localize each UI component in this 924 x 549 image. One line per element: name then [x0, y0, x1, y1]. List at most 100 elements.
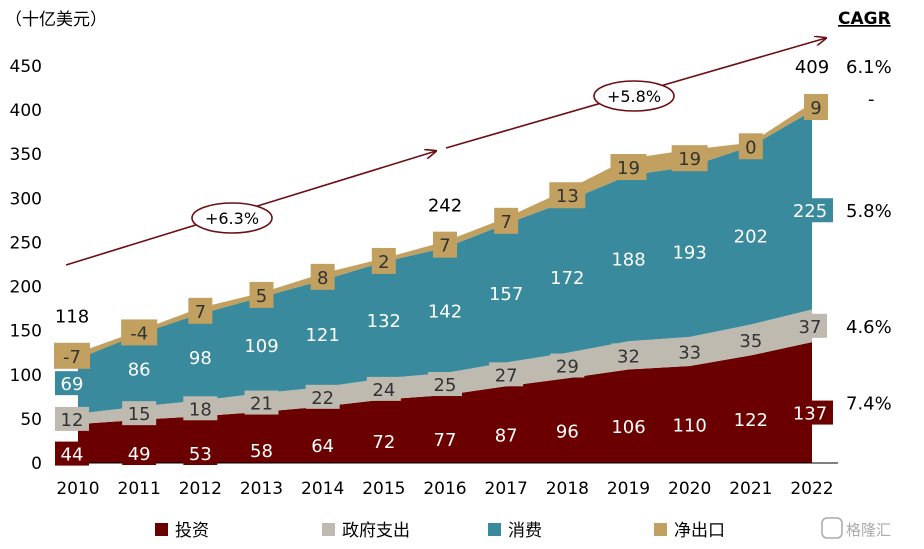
svg-text:25: 25: [434, 375, 457, 396]
svg-text:142: 142: [428, 301, 462, 322]
data-label-government: 12: [55, 406, 89, 431]
data-label-investment: 106: [605, 414, 652, 439]
legend-item-net-exports: 净出口: [654, 521, 725, 541]
data-label-net-exports: 5: [249, 281, 274, 308]
svg-text:9: 9: [810, 98, 821, 119]
svg-text:69: 69: [61, 374, 84, 395]
growth-annotations: +6.3% +5.8%: [65, 38, 826, 266]
y-tick-label: 300: [10, 189, 42, 209]
data-label-net-exports: 13: [549, 182, 586, 209]
svg-text:193: 193: [672, 243, 706, 264]
data-label-investment: 53: [183, 441, 218, 465]
data-label-net-exports: 8: [310, 263, 335, 290]
data-label-government: 18: [183, 396, 218, 421]
svg-text:110: 110: [672, 415, 706, 436]
data-label-investment: 77: [428, 427, 462, 452]
watermark-logo-icon: [821, 517, 843, 539]
svg-text:44: 44: [61, 445, 84, 466]
data-label-net-exports: -4: [121, 319, 158, 346]
y-tick-label: 200: [10, 278, 42, 298]
data-label-net-exports: 7: [433, 231, 457, 258]
cagr-consumption: 5.8%: [846, 201, 892, 222]
svg-text:32: 32: [617, 346, 640, 367]
svg-text:22: 22: [311, 388, 334, 409]
svg-text:投资: 投资: [175, 521, 209, 541]
watermark: 格隆汇: [821, 517, 891, 539]
svg-text:106: 106: [611, 417, 645, 438]
data-label-government: 37: [793, 313, 827, 338]
data-label-investment: 96: [550, 418, 585, 443]
svg-text:12: 12: [61, 410, 84, 431]
svg-text:15: 15: [128, 404, 151, 425]
x-tick-label: 2021: [729, 479, 772, 499]
x-tick-label: 2011: [118, 479, 161, 499]
svg-text:19: 19: [678, 149, 701, 170]
svg-text:消费: 消费: [508, 521, 542, 541]
data-label-net-exports: 9: [804, 94, 828, 121]
cagr-header: CAGR: [838, 9, 891, 29]
data-label-net-exports: 19: [610, 154, 647, 181]
svg-text:8: 8: [317, 268, 328, 289]
x-tick-label: 2018: [546, 479, 589, 499]
y-tick-label: 0: [31, 454, 42, 474]
data-label-consumption: 225: [787, 198, 833, 223]
cagr-investment: 7.4%: [846, 394, 892, 415]
data-label-investment: 58: [244, 437, 279, 462]
x-tick-label: 2014: [301, 479, 344, 499]
cagr-government: 4.6%: [846, 317, 892, 338]
data-label-government: 22: [305, 384, 340, 409]
data-label-consumption: 172: [544, 264, 591, 289]
legend-item-consumption: 消费: [488, 521, 542, 541]
svg-text:86: 86: [128, 360, 151, 381]
data-label-investment: 137: [787, 400, 833, 425]
growth-annotation: +5.8%: [593, 80, 675, 112]
x-tick-label: 2012: [179, 479, 222, 499]
x-tick-label: 2019: [607, 479, 650, 499]
data-label-net-exports: 2: [371, 247, 396, 274]
svg-text:+5.8%: +5.8%: [607, 87, 661, 106]
y-tick-label: 50: [20, 410, 42, 430]
svg-text:96: 96: [556, 422, 579, 443]
svg-text:29: 29: [556, 357, 579, 378]
svg-text:122: 122: [734, 410, 768, 431]
data-label-net-exports: 0: [738, 133, 763, 160]
svg-text:27: 27: [495, 365, 518, 386]
data-label-investment: 44: [55, 441, 89, 466]
data-label-consumption: 69: [55, 371, 89, 396]
watermark-text: 格隆汇: [846, 521, 891, 539]
svg-text:58: 58: [250, 441, 273, 462]
data-label-government: 32: [611, 343, 646, 368]
svg-text:净出口: 净出口: [674, 521, 725, 541]
total-label: 242: [428, 196, 462, 217]
svg-text:53: 53: [189, 444, 212, 465]
x-tick-label: 2010: [56, 479, 99, 499]
svg-text:7: 7: [195, 302, 206, 323]
svg-text:0: 0: [745, 137, 756, 158]
x-axis-labels: 2010 2011 2012 2013 2014 2015 2016 2017 2018 2019…: [56, 479, 833, 499]
legend-item-government: 政府支出: [322, 521, 410, 541]
svg-text:121: 121: [305, 325, 339, 346]
svg-text:18: 18: [189, 399, 212, 420]
data-label-government: 33: [672, 339, 707, 364]
data-label-net-exports: -7: [54, 342, 90, 369]
data-label-consumption: 157: [483, 281, 530, 306]
svg-text:225: 225: [793, 201, 827, 222]
unit-label: （十亿美元）: [5, 10, 107, 30]
data-label-investment: 110: [666, 412, 713, 437]
data-label-government: 21: [244, 390, 279, 415]
data-label-government: 24: [366, 376, 401, 401]
y-tick-label: 100: [10, 366, 42, 386]
x-tick-label: 2020: [668, 479, 711, 499]
data-label-investment: 72: [366, 429, 401, 454]
x-tick-label: 2022: [790, 479, 833, 499]
total-labels: 118 242 409: [55, 57, 829, 328]
svg-text:188: 188: [611, 249, 645, 270]
cagr-net-exports: -: [868, 89, 875, 110]
svg-text:7: 7: [500, 212, 511, 233]
y-tick-label: 350: [10, 145, 42, 165]
data-label-government: 29: [550, 353, 585, 378]
svg-text:21: 21: [250, 394, 273, 415]
data-label-consumption: 86: [122, 356, 157, 381]
svg-text:37: 37: [799, 317, 822, 338]
